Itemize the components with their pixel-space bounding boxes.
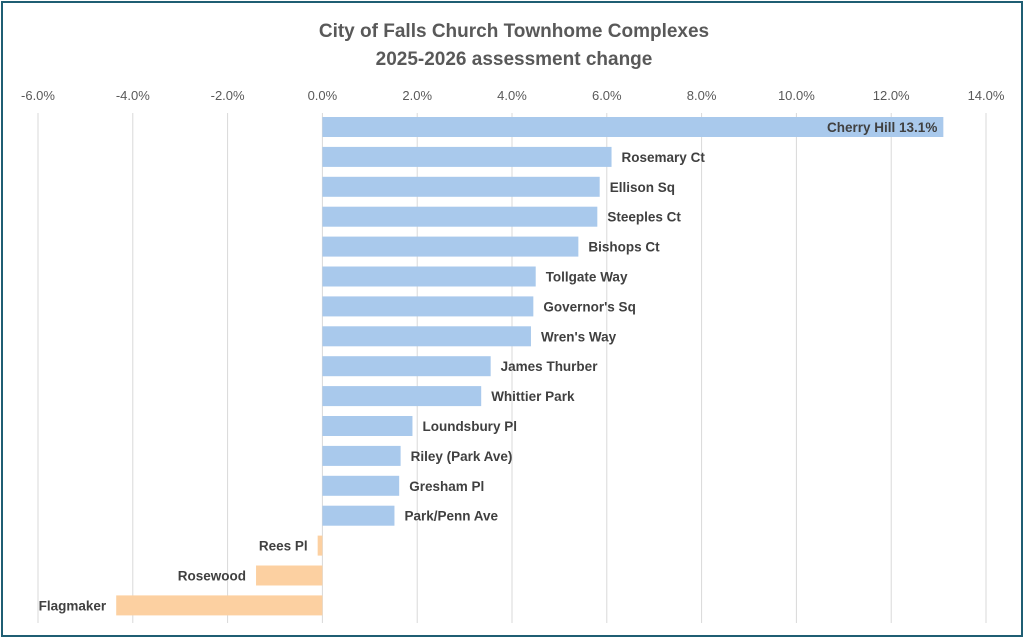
bar-label: Gresham Pl	[409, 479, 484, 494]
bar	[322, 445, 401, 466]
x-tick-label: -2.0%	[211, 88, 245, 103]
x-tick-label: 14.0%	[968, 88, 1005, 103]
chart-title: City of Falls Church Townhome Complexes	[319, 21, 709, 42]
bar	[322, 117, 944, 137]
chart-subtitle: 2025-2026 assessment change	[376, 49, 653, 70]
bar	[256, 565, 323, 586]
bar-label: Rees Pl	[259, 539, 308, 554]
bar-label: Wren's Way	[541, 329, 617, 344]
bar	[322, 296, 534, 317]
bar-chart: City of Falls Church Townhome Complexes …	[21, 21, 1005, 623]
bar-label: Ellison Sq	[610, 180, 675, 195]
bar	[322, 356, 491, 377]
bar-label: Governor's Sq	[543, 299, 635, 314]
bar-label: Cherry Hill 13.1%	[827, 120, 937, 135]
x-tick-label: 12.0%	[873, 88, 910, 103]
bar-label: Rosewood	[178, 569, 246, 584]
x-tick-label: -6.0%	[21, 88, 55, 103]
bar	[322, 206, 598, 227]
bar-label: Steeples Ct	[607, 210, 681, 225]
bar	[322, 386, 482, 407]
bar-label: Riley (Park Ave)	[411, 449, 513, 464]
x-tick-label: -4.0%	[116, 88, 150, 103]
bar	[322, 236, 579, 257]
bar-label: Park/Penn Ave	[404, 509, 498, 524]
bar-label: Bishops Ct	[588, 240, 660, 255]
bar	[322, 146, 612, 167]
bar-label: Tollgate Way	[546, 270, 628, 285]
x-tick-label: 6.0%	[592, 88, 622, 103]
bar	[116, 595, 323, 616]
bar	[322, 416, 413, 436]
bar	[322, 505, 395, 526]
bar	[322, 326, 531, 347]
bar-label: Loundsbury Pl	[422, 419, 516, 434]
bar-label: James Thurber	[501, 359, 599, 374]
bar	[322, 475, 400, 496]
x-axis-tick-labels: -6.0% -4.0% -2.0% 0.0% 2.0% 4.0% 6.0% 8.0% 10.0%…	[21, 88, 1005, 103]
bar-label: Whittier Park	[491, 389, 575, 404]
x-tick-label: 2.0%	[402, 88, 432, 103]
x-tick-label: 8.0%	[687, 88, 717, 103]
x-tick-label: 4.0%	[497, 88, 527, 103]
bars	[116, 117, 944, 616]
bar-labels: Cherry Hill 13.1% Rosemary Ct Ellison Sq St…	[39, 120, 938, 613]
bar-label: Rosemary Ct	[622, 150, 706, 165]
x-tick-label: 10.0%	[778, 88, 815, 103]
bar-label: Flagmaker	[39, 598, 107, 613]
bar	[317, 535, 323, 556]
x-tick-label: 0.0%	[308, 88, 338, 103]
bar	[322, 176, 600, 197]
bar	[322, 266, 536, 287]
